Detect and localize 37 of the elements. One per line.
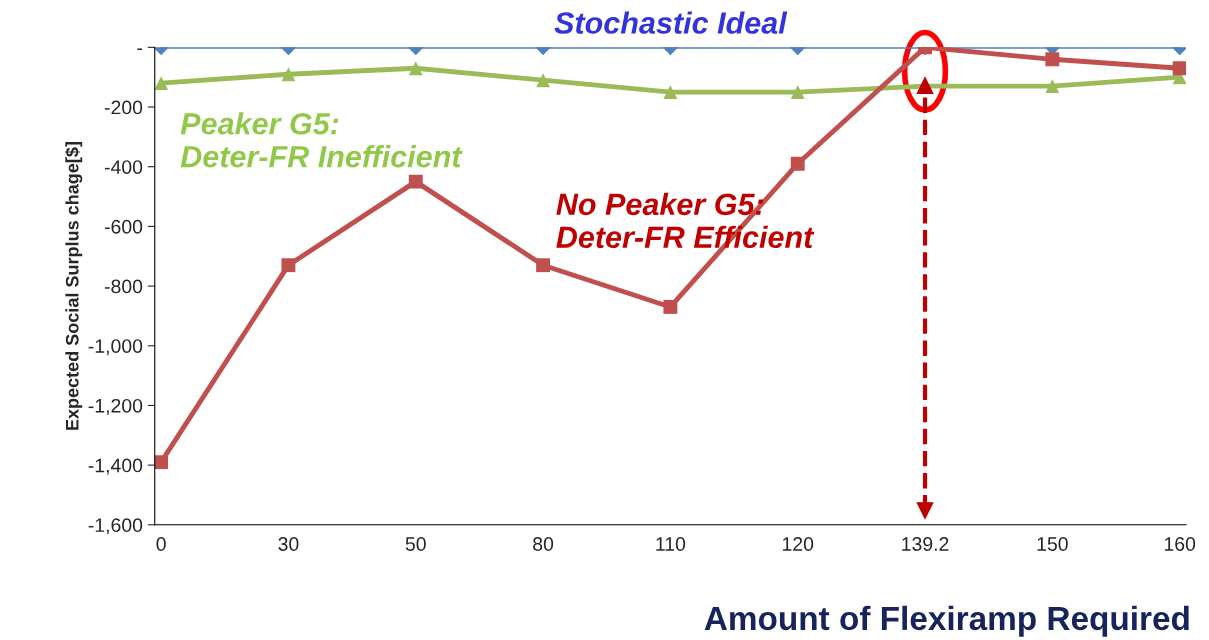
x-tick-label: 30	[278, 537, 299, 551]
x-axis-title: Amount of Flexiramp Required	[704, 605, 1189, 637]
point	[408, 174, 423, 189]
y-axis-title: Expected Social Surplus chage[$]	[65, 142, 83, 430]
point	[1172, 61, 1187, 76]
y-tick-label: -400	[104, 160, 143, 174]
x-tick-label: 139.2	[902, 537, 949, 551]
y-tick-label: -800	[104, 279, 143, 294]
point	[790, 85, 805, 100]
y-tick-label: -1,000	[88, 339, 143, 356]
point	[154, 76, 169, 91]
y-tick-label: -600	[104, 219, 143, 234]
y-tick-label: -1,200	[88, 398, 143, 415]
point	[281, 258, 296, 273]
point	[408, 61, 423, 76]
point	[663, 85, 678, 100]
point	[154, 455, 169, 470]
x-tick-label: 0	[156, 537, 166, 551]
point	[663, 300, 678, 314]
point	[281, 67, 296, 82]
point	[1045, 79, 1060, 94]
series-label: Stochastic Ideal	[554, 11, 788, 34]
x-tick-label: 120	[782, 537, 814, 551]
point	[790, 156, 805, 171]
x-tick-label: 110	[656, 537, 686, 551]
point	[1045, 52, 1060, 67]
x-tick-label: 150	[1037, 537, 1068, 551]
series-label: Peaker G5: Deter-FR Inefficient	[180, 112, 463, 168]
x-tick-label: 50	[405, 537, 426, 551]
point	[536, 258, 551, 273]
y-tick-label: -1,400	[88, 458, 143, 475]
y-tick-label: -	[137, 48, 143, 50]
y-tick-label: -200	[104, 100, 143, 115]
x-tick-label: 80	[533, 537, 554, 551]
x-tick-label: 160	[1164, 537, 1196, 551]
y-tick-label: -1,600	[88, 518, 143, 535]
point	[536, 73, 551, 88]
